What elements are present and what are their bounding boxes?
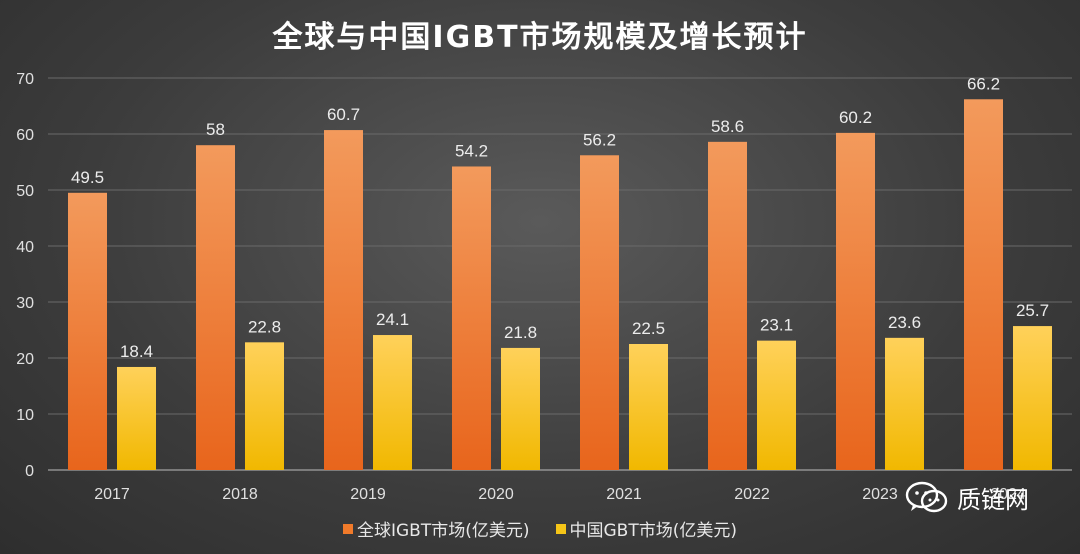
y-tick-label: 20 — [16, 351, 34, 368]
bar-china — [1013, 326, 1052, 470]
x-tick-label: 2022 — [734, 486, 770, 503]
data-label-global: 66.2 — [967, 74, 1000, 93]
y-tick-label: 50 — [16, 183, 34, 200]
watermark-text: 质链网 — [957, 486, 1029, 514]
y-tick-label: 10 — [16, 407, 34, 424]
data-label-china: 23.1 — [760, 316, 793, 335]
bar-global — [68, 192, 107, 471]
data-label-global: 58 — [206, 120, 225, 139]
data-label-china: 22.5 — [632, 319, 665, 338]
data-label-china: 22.8 — [248, 317, 281, 336]
data-label-global: 60.2 — [839, 108, 872, 127]
legend-item-china: 中国GBT市场(亿美元) — [555, 516, 738, 541]
x-tick-label: 2020 — [478, 486, 514, 503]
x-tick-label: 2021 — [606, 486, 642, 503]
y-tick-label: 30 — [16, 295, 34, 312]
y-tick-label: 40 — [16, 239, 34, 256]
bar-china — [885, 337, 924, 470]
wechat-icon — [905, 481, 948, 512]
legend-label-china: 中国GBT市场(亿美元) — [569, 521, 738, 541]
data-label-global: 56.2 — [583, 130, 616, 149]
legend-swatch-global — [343, 523, 353, 534]
bar-global — [324, 130, 363, 470]
data-label-global: 58.6 — [711, 117, 744, 136]
x-tick-label: 2017 — [94, 486, 130, 503]
watermark: 质链网 — [905, 480, 1029, 515]
data-label-china: 21.8 — [504, 323, 537, 342]
y-tick-label: 60 — [16, 127, 34, 144]
legend: 全球IGBT市场(亿美元) 中国GBT市场(亿美元) — [0, 516, 1080, 541]
bar-china — [245, 342, 284, 470]
data-label-china: 25.7 — [1016, 301, 1049, 320]
y-tick-label: 0 — [25, 463, 34, 480]
legend-item-global: 全球IGBT市场(亿美元) — [343, 516, 530, 541]
data-label-global: 60.7 — [327, 105, 360, 124]
data-label-china: 18.4 — [120, 342, 153, 361]
bar-china — [757, 340, 796, 470]
bar-china — [629, 344, 668, 470]
data-label-china: 23.6 — [888, 313, 921, 332]
legend-swatch-china — [555, 523, 566, 534]
x-tick-label: 2019 — [350, 486, 386, 503]
bar-global — [452, 166, 491, 471]
x-tick-label: 2018 — [222, 486, 258, 503]
bar-global — [196, 145, 235, 470]
data-label-global: 54.2 — [455, 141, 488, 160]
bar-global — [580, 155, 619, 470]
bar-china — [501, 347, 540, 470]
data-label-global: 49.5 — [71, 168, 104, 187]
chart-title: 全球与中国IGBT市场规模及增长预计 — [272, 20, 808, 55]
x-tick-label: 2024 — [990, 486, 1026, 503]
data-label-china: 24.1 — [376, 310, 409, 329]
legend-label-global: 全球IGBT市场(亿美元) — [357, 521, 530, 541]
bar-global — [836, 132, 875, 470]
bar-global — [708, 141, 747, 470]
bar-china — [117, 366, 156, 470]
bar-global — [964, 99, 1003, 470]
y-tick-label: 70 — [16, 71, 34, 88]
bar-china — [373, 335, 412, 470]
x-tick-label: 2023 — [862, 486, 898, 503]
